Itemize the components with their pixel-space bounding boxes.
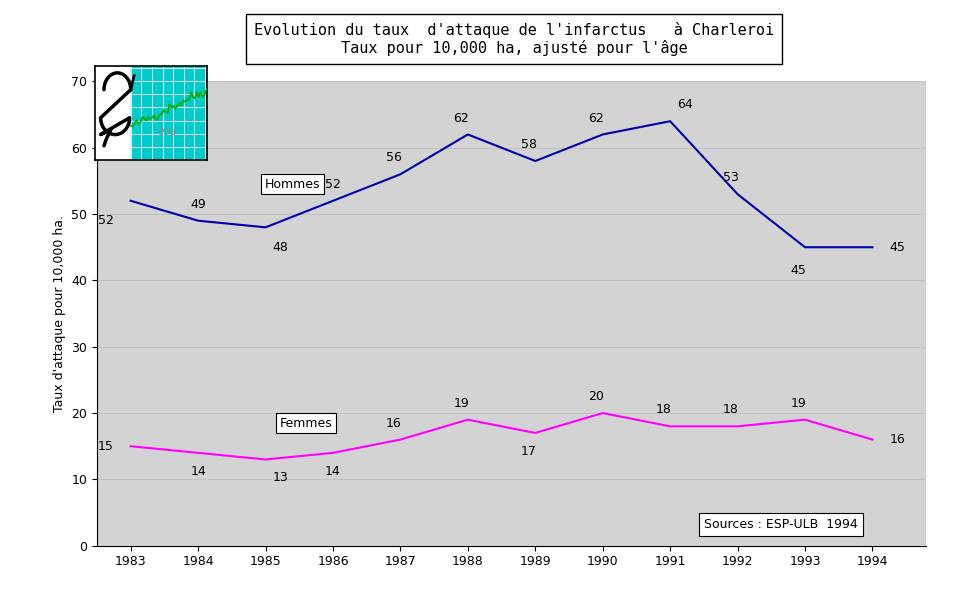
- Text: 18: 18: [722, 403, 738, 417]
- Bar: [131, 66, 206, 160]
- Text: 62: 62: [453, 112, 468, 125]
- Text: 13: 13: [272, 472, 288, 484]
- Text: 56: 56: [386, 151, 401, 164]
- Text: 53: 53: [722, 171, 738, 185]
- Text: Hommes: Hommes: [265, 178, 320, 191]
- Text: 45: 45: [790, 264, 805, 277]
- Text: 18: 18: [655, 403, 671, 417]
- Text: 14: 14: [325, 465, 340, 478]
- Text: 49: 49: [190, 198, 205, 210]
- Text: 15: 15: [98, 440, 113, 453]
- Text: 48: 48: [272, 241, 288, 254]
- Text: esa: esa: [158, 127, 177, 137]
- Text: 19: 19: [790, 397, 805, 410]
- Text: 14: 14: [190, 465, 205, 478]
- Text: 16: 16: [386, 417, 401, 429]
- Text: Femmes: Femmes: [279, 417, 332, 429]
- Text: 20: 20: [587, 390, 604, 403]
- Text: 19: 19: [453, 397, 468, 410]
- Text: 62: 62: [587, 112, 604, 125]
- Text: Sources : ESP-ULB  1994: Sources : ESP-ULB 1994: [703, 518, 857, 531]
- Text: 58: 58: [520, 138, 536, 151]
- Text: 45: 45: [889, 241, 904, 254]
- Text: 52: 52: [325, 178, 340, 191]
- Text: 64: 64: [676, 98, 692, 111]
- Text: 52: 52: [98, 214, 113, 227]
- Text: Evolution du taux  d'attaque de l'infarctus   à Charleroi
Taux pour 10,000 ha, a: Evolution du taux d'attaque de l'infarct…: [254, 22, 773, 57]
- Y-axis label: Taux d'attaque pour 10,000 ha.: Taux d'attaque pour 10,000 ha.: [52, 215, 66, 412]
- Text: 16: 16: [889, 433, 904, 446]
- Text: 17: 17: [520, 445, 536, 458]
